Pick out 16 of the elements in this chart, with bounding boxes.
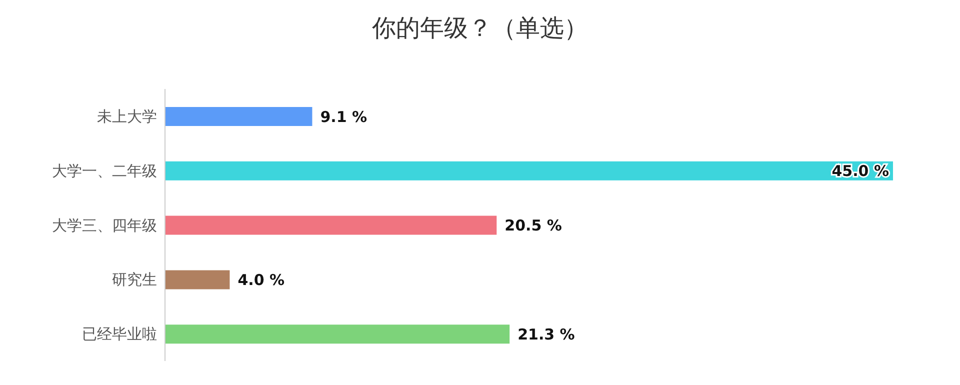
y-tick-label: 大学一、二年级 bbox=[52, 162, 157, 180]
data-label: 4.0 % bbox=[238, 270, 285, 289]
data-label: 45.0 % bbox=[832, 162, 889, 180]
bar bbox=[165, 216, 497, 235]
y-tick-label: 未上大学 bbox=[97, 108, 157, 126]
bar bbox=[165, 161, 893, 180]
bar bbox=[165, 270, 230, 290]
data-label: 21.3 % bbox=[518, 325, 575, 344]
y-tick-label: 已经毕业啦 bbox=[82, 325, 157, 344]
chart-title: 你的年级？（单选） bbox=[371, 13, 589, 44]
y-tick-label: 大学三、四年级 bbox=[52, 216, 157, 234]
data-label: 9.1 % bbox=[320, 108, 368, 126]
bar bbox=[165, 324, 510, 344]
data-label: 20.5 % bbox=[504, 216, 562, 235]
bar bbox=[165, 107, 312, 126]
y-tick-label: 研究生 bbox=[112, 270, 157, 289]
